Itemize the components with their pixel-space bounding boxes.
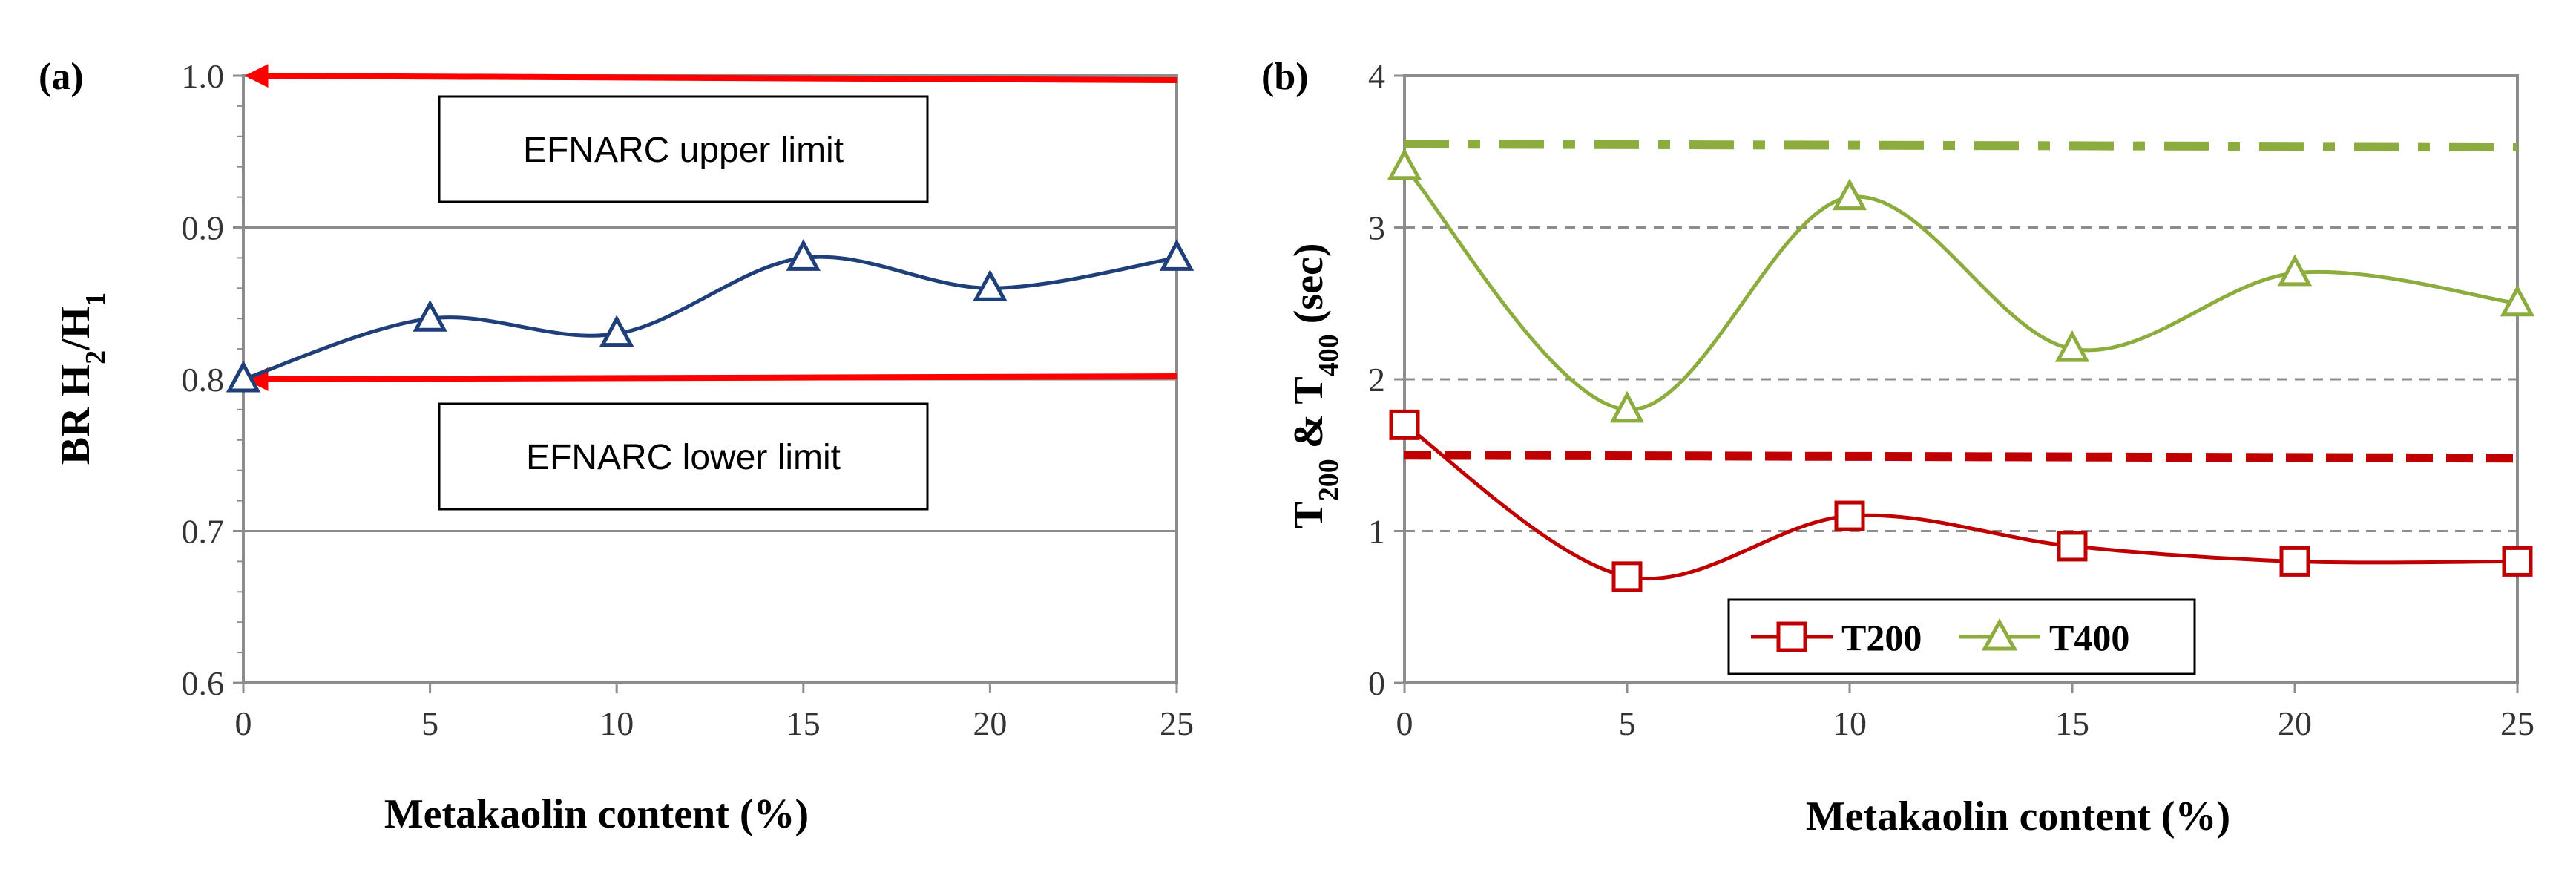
a-x-tick-label: 0 xyxy=(235,704,252,742)
a-y-axis-label: BR H2/H1 xyxy=(53,292,111,465)
t200-point-10 xyxy=(1834,500,1865,531)
b-y-tick-label: 2 xyxy=(1368,361,1385,399)
b-y-tick-labels: 0 1 2 3 4 xyxy=(1368,57,1385,702)
legend-t400-marker xyxy=(1981,618,2018,651)
b-plot-frame xyxy=(1403,74,2519,684)
t200-point-25 xyxy=(2502,546,2533,577)
t400-point-25 xyxy=(2500,284,2535,317)
t400-point-0 xyxy=(1387,148,1422,180)
br-point-15 xyxy=(786,239,821,271)
t200-point-5 xyxy=(1611,561,1643,592)
upper-limit-arrow xyxy=(244,64,1177,88)
a-x-tick-label: 10 xyxy=(599,704,634,742)
br-point-25 xyxy=(1159,239,1195,271)
a-y-tick-labels: 0.6 0.7 0.8 0.9 1.0 xyxy=(182,57,225,702)
b-x-tick-label: 20 xyxy=(2278,704,2312,742)
b-gridlines xyxy=(1394,74,2517,684)
a-series xyxy=(226,239,1195,393)
br-point-20 xyxy=(973,269,1008,301)
b-reference-lines xyxy=(1404,140,2518,463)
upper-limit-label: EFNARC upper limit xyxy=(523,131,844,170)
a-x-tick-label: 20 xyxy=(973,704,1007,742)
b-y-tick-label: 3 xyxy=(1368,209,1385,247)
t200-point-20 xyxy=(2279,546,2310,577)
lower-limit-arrow xyxy=(244,367,1177,391)
b-legend: T200 T400 xyxy=(1727,598,2196,675)
legend-t200-label: T200 xyxy=(1841,617,1922,658)
a-y-tick-label: 1.0 xyxy=(182,57,225,95)
a-y-tick-label: 0.6 xyxy=(182,664,225,702)
t200-point-15 xyxy=(2057,531,2088,562)
t400-point-5 xyxy=(1609,390,1645,423)
b-series xyxy=(1387,148,2535,592)
panel-b-label: (b) xyxy=(1261,56,1309,98)
b-x-tick-label: 0 xyxy=(1396,704,1413,742)
t200-series-line xyxy=(1403,423,2518,581)
b-x-tick-label: 25 xyxy=(2500,704,2534,742)
a-y-tick-label: 0.8 xyxy=(182,361,225,399)
a-y-tick-label: 0.7 xyxy=(182,513,225,551)
t400-point-20 xyxy=(2277,254,2313,287)
lower-limit-label: EFNARC lower limit xyxy=(526,438,841,477)
b-x-tick-label: 5 xyxy=(1619,704,1636,742)
b-y-tick-label: 1 xyxy=(1368,513,1385,551)
t400-series-line xyxy=(1403,166,2518,412)
legend-t400-label: T400 xyxy=(2049,617,2129,658)
a-x-tick-label: 5 xyxy=(421,704,438,742)
a-upper-limit-box: EFNARC upper limit xyxy=(438,95,929,203)
t200-point-0 xyxy=(1389,409,1420,440)
a-x-tick-label: 25 xyxy=(1160,704,1194,742)
b-y-tick-label: 0 xyxy=(1368,664,1385,702)
b-x-tick-labels: 0 5 10 15 20 25 xyxy=(1396,683,2534,742)
b-x-tick-label: 10 xyxy=(1833,704,1867,742)
panel-a: 0.6 0.7 0.8 0.9 1.0 0 5 10 15 20 25 EFNARC upper … xyxy=(39,56,1195,837)
br-point-5 xyxy=(413,299,447,332)
b-x-tick-label: 15 xyxy=(2055,704,2089,742)
a-lower-limit-box: EFNARC lower limit xyxy=(438,402,929,511)
a-x-axis-label: Metakaolin content (%) xyxy=(384,791,809,837)
t200-limit-line xyxy=(1404,451,2518,463)
legend-t200-marker xyxy=(1776,621,1807,652)
t400-point-10 xyxy=(1832,178,1867,211)
panel-b: 0 1 2 3 4 0 5 10 15 20 25 T200 T400 (b) Metakaoli… xyxy=(1261,56,2535,839)
b-x-axis-label: Metakaolin content (%) xyxy=(1806,793,2230,839)
b-y-tick-label: 4 xyxy=(1368,57,1385,95)
t400-point-15 xyxy=(2054,330,2090,362)
a-x-tick-label: 15 xyxy=(786,704,821,742)
panel-a-label: (a) xyxy=(39,56,84,98)
b-y-axis-label: T200 & T400 (sec) xyxy=(1286,243,1344,528)
t400-limit-line xyxy=(1404,140,2518,152)
br-point-0 xyxy=(226,360,261,393)
a-x-tick-labels: 0 5 10 15 20 25 xyxy=(235,683,1194,742)
br-series-line xyxy=(243,255,1177,382)
a-reference-lines xyxy=(244,64,1177,391)
a-y-tick-label: 0.9 xyxy=(182,209,225,247)
br-point-10 xyxy=(599,315,634,347)
